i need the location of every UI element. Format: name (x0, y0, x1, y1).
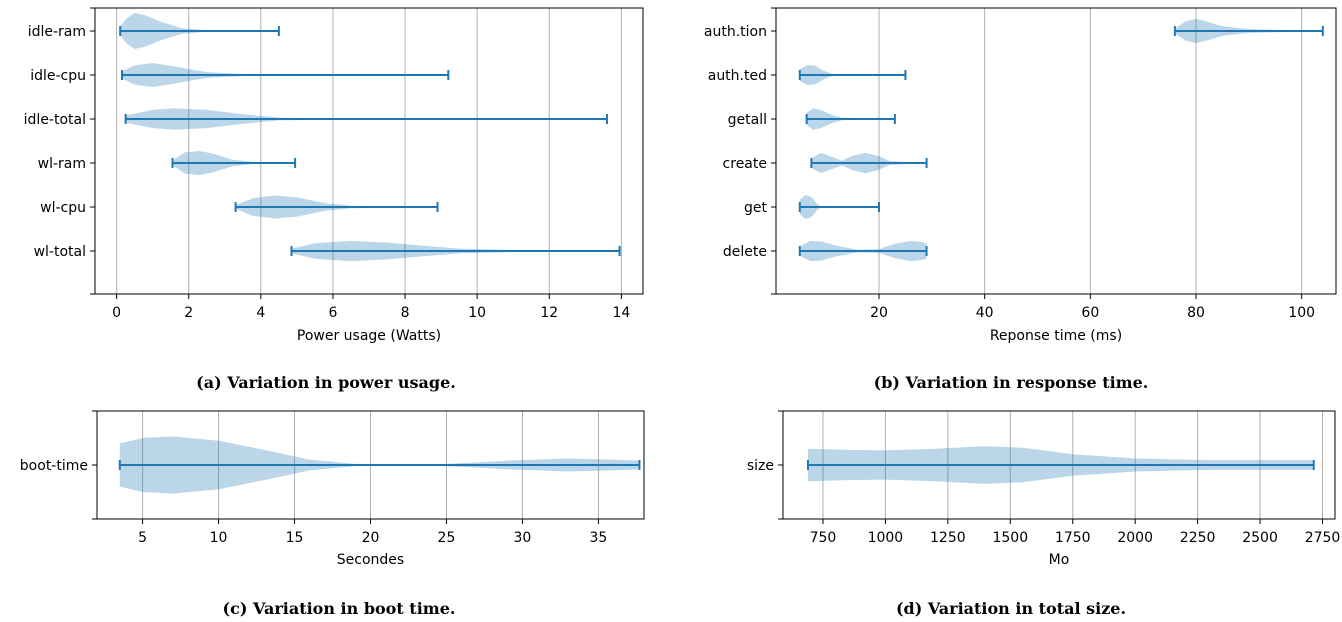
x-tick-label: 12 (540, 305, 558, 321)
x-tick-label: 2 (184, 305, 193, 321)
plot-frame (782, 410, 1336, 520)
y-tick-label: auth.ted (708, 68, 767, 84)
x-axis-label: Power usage (Watts) (297, 328, 441, 344)
chart-panel-b: auth.tion auth.ted getall create get delete 20… (704, 7, 1337, 392)
figure-caption: (b) Variation in response time. (874, 373, 1149, 392)
x-tick-label: 35 (590, 530, 608, 546)
x-tick-label: 6 (328, 305, 337, 321)
chart-panel-c: boot-time 5 10 15 20 25 30 35 Secondes (c) Variat… (20, 410, 645, 618)
chart-panel-d: size 750 1000 1250 1500 1750 2000 2250 2500 2750 M… (747, 410, 1341, 618)
x-tick-label: 30 (514, 530, 532, 546)
x-tick-label: 0 (112, 305, 121, 321)
chart-panel-a: idle-ram idle-cpu idle-total wl-ram wl-cpu wl… (24, 7, 644, 392)
x-tick-label: 1000 (868, 530, 904, 546)
x-tick-label: 8 (401, 305, 410, 321)
x-tick-label: 15 (286, 530, 304, 546)
y-tick-label: create (723, 156, 767, 172)
x-tick-label: 20 (870, 305, 888, 321)
x-tick-label: 4 (256, 305, 265, 321)
x-tick-label: 5 (138, 530, 147, 546)
x-tick-label: 1250 (930, 530, 966, 546)
x-tick-label: 20 (362, 530, 380, 546)
y-tick-label: boot-time (20, 458, 88, 474)
y-tick-label: wl-ram (38, 156, 86, 172)
figure-caption: (d) Variation in total size. (896, 599, 1126, 618)
y-tick-label: idle-cpu (30, 68, 86, 84)
x-tick-label: 2000 (1117, 530, 1153, 546)
y-tick-label: wl-cpu (40, 200, 86, 216)
y-tick-label: idle-ram (28, 24, 86, 40)
x-tick-label: 14 (612, 305, 630, 321)
y-tick-label: auth.tion (704, 24, 767, 40)
figure-caption: (c) Variation in boot time. (223, 599, 456, 618)
x-tick-label: 10 (468, 305, 486, 321)
x-axis-label: Reponse time (ms) (990, 328, 1122, 344)
y-tick-label: wl-total (34, 244, 86, 260)
y-tick-label: get (744, 200, 768, 216)
x-tick-label: 80 (1187, 305, 1205, 321)
x-tick-label: 2500 (1242, 530, 1278, 546)
y-tick-label: size (747, 458, 774, 474)
x-tick-label: 1500 (992, 530, 1028, 546)
x-axis-label: Secondes (337, 552, 404, 568)
x-tick-label: 100 (1288, 305, 1315, 321)
x-axis-label: Mo (1049, 552, 1070, 568)
x-tick-label: 10 (210, 530, 228, 546)
x-tick-label: 60 (1081, 305, 1099, 321)
y-tick-label: delete (723, 244, 767, 260)
x-tick-label: 750 (810, 530, 837, 546)
x-tick-label: 2250 (1180, 530, 1216, 546)
x-tick-label: 1750 (1055, 530, 1091, 546)
figure-caption: (a) Variation in power usage. (196, 373, 456, 392)
plot-frame (775, 7, 1337, 295)
x-tick-label: 25 (438, 530, 456, 546)
plot-frame (94, 7, 644, 295)
y-tick-label: idle-total (24, 112, 86, 128)
y-tick-label: getall (728, 112, 767, 128)
x-tick-label: 40 (976, 305, 994, 321)
x-tick-label: 2750 (1305, 530, 1341, 546)
